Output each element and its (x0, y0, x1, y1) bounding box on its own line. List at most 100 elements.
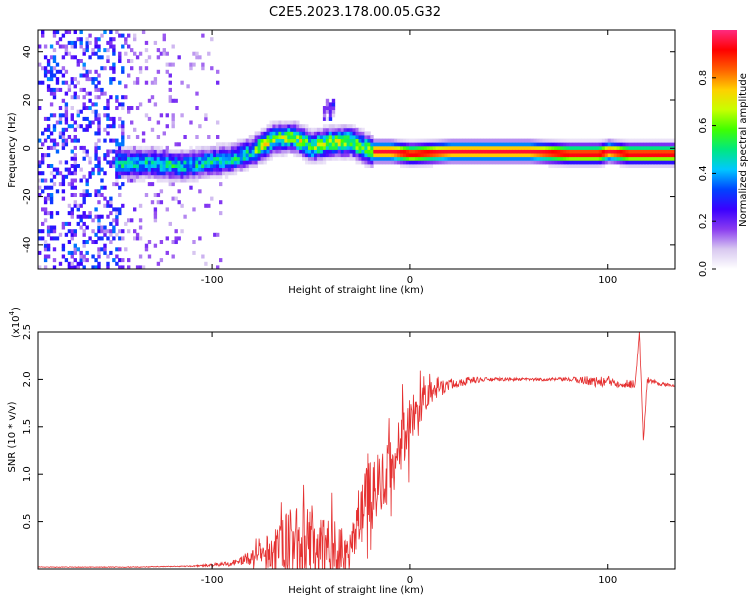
heatmap-cell (619, 138, 623, 143)
heatmap-cell (456, 153, 460, 158)
heatmap-cell (88, 214, 92, 219)
heatmap-cell (121, 135, 125, 140)
heatmap-cell (195, 106, 199, 111)
heatmap-cell (109, 37, 113, 42)
heatmap-cell (224, 142, 229, 147)
heatmap-cell (49, 225, 54, 230)
heatmap-cell (509, 156, 514, 161)
heatmap-cell (423, 149, 428, 154)
heatmap-cell (165, 207, 169, 212)
heatmap-cell (379, 142, 383, 147)
heatmap-cell (174, 142, 178, 147)
heatmap-cell (382, 138, 386, 143)
heatmap-cell (109, 95, 113, 100)
heatmap-cell (64, 120, 69, 125)
heatmap-cell (527, 149, 531, 154)
heatmap-cell (272, 135, 276, 140)
heatmap-cell (213, 171, 217, 176)
heatmap-cell (664, 153, 668, 158)
heatmap-cell (94, 265, 98, 269)
heatmap-cell (70, 193, 74, 198)
heatmap-cell (429, 164, 434, 169)
heatmap-cell (230, 160, 235, 165)
heatmap-cell (85, 124, 89, 129)
heatmap-cell (281, 153, 285, 158)
heatmap-cell (73, 40, 77, 45)
heatmap-cell (444, 153, 448, 158)
heatmap-cell (112, 66, 116, 71)
heatmap-cell (456, 149, 460, 154)
heatmap-cell (497, 156, 502, 161)
heatmap-cell (260, 142, 264, 147)
heatmap-cell (133, 229, 137, 234)
heatmap-cell (595, 160, 600, 165)
heatmap-cell (328, 116, 333, 121)
heatmap-cell (183, 167, 187, 172)
heatmap-cell (625, 164, 629, 169)
heatmap-cell (483, 156, 487, 161)
heatmap-cell (94, 153, 98, 158)
heatmap-cell (468, 153, 472, 158)
heatmap-cell (156, 193, 161, 198)
heatmap-cell (495, 138, 499, 143)
heatmap-cell (183, 171, 187, 176)
heatmap-cell (266, 149, 270, 154)
heatmap-cell (664, 138, 668, 143)
heatmap-cell (257, 153, 261, 158)
heatmap-cell (340, 156, 345, 161)
heatmap-cell (94, 240, 98, 245)
heatmap-cell (61, 182, 66, 187)
heatmap-cell (643, 142, 647, 147)
heatmap-cell (322, 149, 327, 154)
heatmap-cell (162, 51, 166, 56)
heatmap-cell (219, 149, 223, 154)
heatmap-cell (103, 229, 107, 234)
heatmap-cell (219, 142, 223, 147)
heatmap-cell (379, 156, 383, 161)
heatmap-cell (584, 156, 588, 161)
heatmap-cell (492, 156, 496, 161)
heatmap-cell (118, 80, 122, 85)
heatmap-cell (539, 142, 543, 147)
heatmap-cell (67, 124, 72, 129)
heatmap-cell (76, 109, 80, 114)
heatmap-cell (106, 102, 110, 107)
heatmap-cell (429, 145, 434, 150)
heatmap-cell (334, 124, 339, 129)
heatmap-cell (352, 142, 356, 147)
heatmap-cell (76, 80, 80, 85)
heatmap-cell (61, 80, 66, 85)
heatmap-cell (49, 102, 54, 107)
heatmap-cell (486, 138, 490, 143)
heatmap-cell (515, 138, 520, 143)
heatmap-cell (468, 160, 472, 165)
heatmap-cell (670, 142, 674, 147)
heatmap-cell (174, 160, 178, 165)
heatmap-cell (127, 164, 131, 169)
heatmap-cell (646, 164, 650, 169)
heatmap-cell (186, 174, 190, 179)
heatmap-cell (512, 149, 517, 154)
heatmap-cell (177, 149, 181, 154)
heatmap-cell (159, 51, 164, 56)
heatmap-cell (263, 153, 267, 158)
heatmap-cell (340, 149, 345, 154)
heatmap-cell (97, 164, 101, 169)
heatmap-cell (316, 138, 321, 143)
heatmap-cell (542, 153, 546, 158)
heatmap-cell (468, 142, 472, 147)
heatmap-cell (423, 153, 428, 158)
heatmap-cell (595, 164, 600, 169)
heatmap-cell (394, 145, 398, 150)
heatmap-cell (121, 120, 125, 125)
heatmap-cell (135, 55, 140, 60)
heatmap-cell (305, 135, 309, 140)
heatmap-cell (444, 142, 448, 147)
heatmap-cell (257, 138, 261, 143)
heatmap-cell (153, 207, 158, 212)
heatmap-cell (619, 149, 623, 154)
heatmap-cell (41, 80, 45, 85)
heatmap-cell (524, 160, 529, 165)
heatmap-cell (610, 142, 615, 147)
